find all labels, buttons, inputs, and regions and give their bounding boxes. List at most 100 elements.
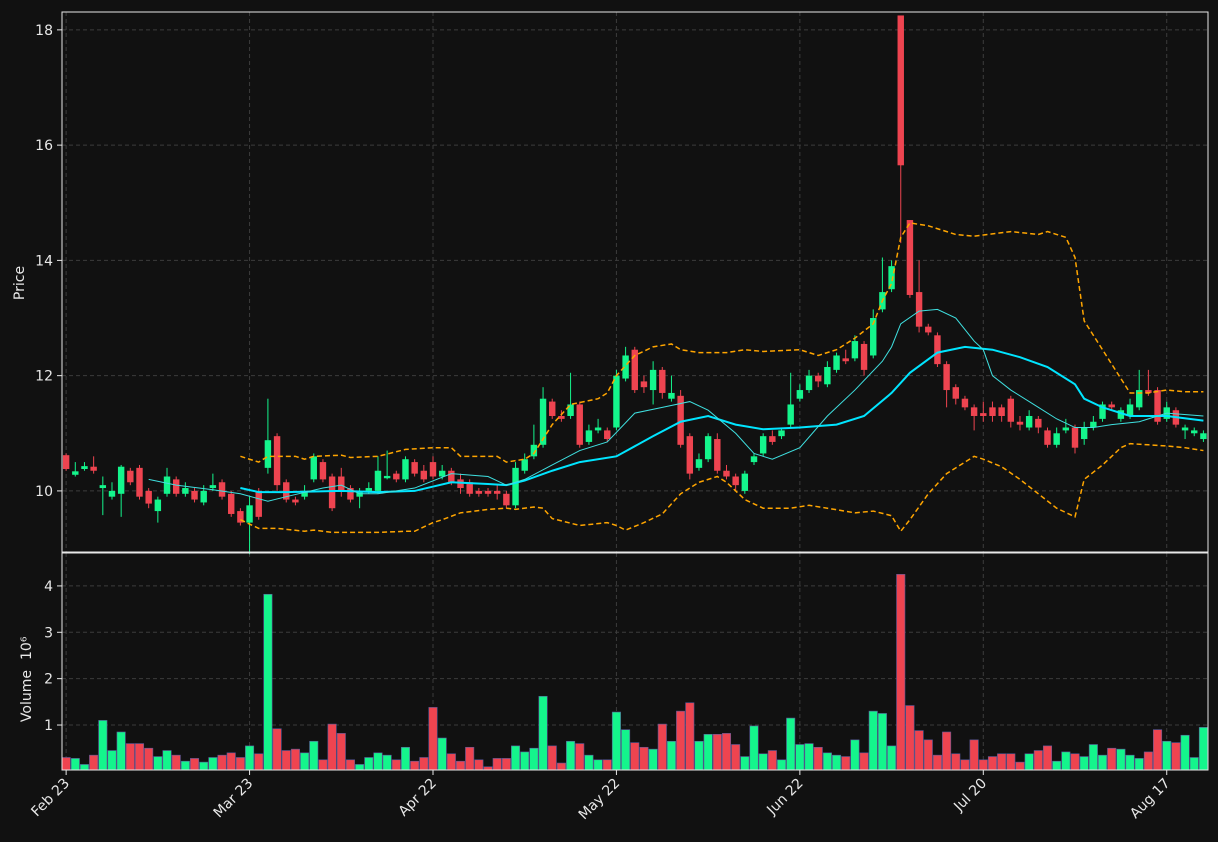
volume-bar bbox=[501, 758, 511, 771]
volume-bar bbox=[712, 733, 722, 771]
volume-bar bbox=[850, 739, 860, 771]
volume-bar bbox=[116, 731, 126, 771]
volume-bar bbox=[593, 759, 603, 771]
volume-bar bbox=[79, 764, 89, 771]
candle-body bbox=[796, 390, 804, 399]
price-axis-label: Price bbox=[12, 266, 28, 300]
volume-bar bbox=[841, 756, 851, 771]
candle-body bbox=[374, 470, 382, 491]
candle-body bbox=[787, 404, 794, 425]
volume-bar bbox=[932, 754, 942, 771]
candle-body bbox=[860, 343, 868, 370]
candle-body bbox=[741, 473, 749, 491]
volume-bar bbox=[978, 759, 988, 771]
candle-body bbox=[539, 398, 547, 445]
volume-bar bbox=[1052, 760, 1062, 771]
volume-bar bbox=[309, 740, 319, 771]
candle-body bbox=[750, 456, 758, 463]
volume-bar bbox=[171, 754, 181, 771]
candle-body bbox=[604, 430, 611, 440]
candle-body bbox=[1145, 390, 1152, 393]
volume-bar bbox=[877, 713, 887, 771]
candle-body bbox=[714, 439, 721, 471]
candle-body bbox=[769, 436, 776, 442]
candle-body bbox=[292, 499, 299, 503]
candle-body bbox=[99, 485, 107, 489]
volume-bar bbox=[153, 756, 163, 771]
candle-body bbox=[649, 369, 657, 391]
volume-bar bbox=[776, 759, 787, 771]
candle-body bbox=[1007, 398, 1015, 422]
volume-bar bbox=[520, 751, 530, 771]
volume-bar bbox=[208, 757, 218, 771]
candle-body bbox=[980, 413, 987, 416]
candle-body bbox=[870, 318, 877, 356]
candle-body bbox=[90, 466, 97, 471]
candle-body bbox=[549, 401, 556, 416]
candle-body bbox=[218, 482, 226, 497]
volume-bar bbox=[611, 711, 621, 771]
volume-bar bbox=[1171, 742, 1181, 771]
volume-bar bbox=[134, 743, 145, 771]
candle-body bbox=[833, 355, 840, 370]
candle-body bbox=[952, 387, 959, 399]
volume-bar bbox=[868, 710, 878, 771]
volume-bar bbox=[345, 759, 355, 771]
candle-body bbox=[1035, 418, 1042, 428]
volume-bar bbox=[428, 707, 438, 771]
candle-body bbox=[943, 364, 950, 391]
volume-bar bbox=[492, 758, 502, 771]
volume-frame bbox=[61, 552, 1209, 771]
volume-bar bbox=[749, 725, 759, 771]
candle-body bbox=[558, 415, 565, 419]
volume-label: Volume bbox=[19, 670, 35, 722]
candle-body bbox=[897, 15, 904, 166]
candle-body bbox=[521, 459, 528, 471]
candle-body bbox=[62, 455, 70, 470]
volume-bar bbox=[832, 754, 842, 771]
candle-body bbox=[1090, 421, 1097, 428]
volume-bar bbox=[465, 746, 475, 771]
volume-bar bbox=[685, 702, 695, 771]
candle-body bbox=[301, 490, 308, 497]
candle-body bbox=[631, 349, 638, 391]
price-frame bbox=[61, 11, 1209, 553]
volume-bar bbox=[1061, 751, 1071, 771]
volume-bar bbox=[272, 728, 282, 771]
volume-bar bbox=[190, 758, 200, 771]
volume-bar bbox=[648, 748, 658, 771]
candle-body bbox=[1117, 410, 1125, 419]
volume-bar bbox=[1098, 754, 1108, 771]
candle-body bbox=[191, 490, 198, 500]
volume-bar bbox=[896, 574, 906, 771]
volume-bar bbox=[1116, 748, 1126, 771]
candle-body bbox=[677, 395, 684, 445]
volume-bar bbox=[951, 753, 961, 771]
volume-bar bbox=[1088, 744, 1098, 771]
volume-bar bbox=[721, 733, 732, 771]
volume-bar bbox=[437, 737, 447, 771]
volume-bar bbox=[254, 753, 264, 771]
candle-body bbox=[961, 398, 969, 408]
candle-body bbox=[393, 473, 400, 480]
volume-bar bbox=[795, 744, 805, 771]
volume-bar bbox=[1162, 740, 1172, 771]
candle-body bbox=[934, 335, 941, 365]
volume-bar bbox=[336, 733, 346, 771]
candle-body bbox=[851, 341, 859, 359]
candle-body bbox=[686, 436, 694, 474]
volume-bar bbox=[694, 740, 704, 771]
volume-bar bbox=[455, 760, 466, 771]
volume-bar bbox=[180, 760, 190, 771]
volume-bar bbox=[125, 743, 135, 771]
volume-bar bbox=[70, 758, 80, 771]
candle-body bbox=[512, 467, 519, 506]
volume-bar bbox=[703, 733, 713, 771]
volume-bar bbox=[822, 752, 832, 771]
candle-body bbox=[448, 470, 455, 483]
volume-bar bbox=[740, 756, 750, 771]
volume-bar bbox=[217, 754, 227, 771]
y-tick-label: 16 bbox=[35, 138, 53, 154]
candle-body bbox=[457, 479, 464, 489]
candle-body bbox=[264, 440, 272, 468]
